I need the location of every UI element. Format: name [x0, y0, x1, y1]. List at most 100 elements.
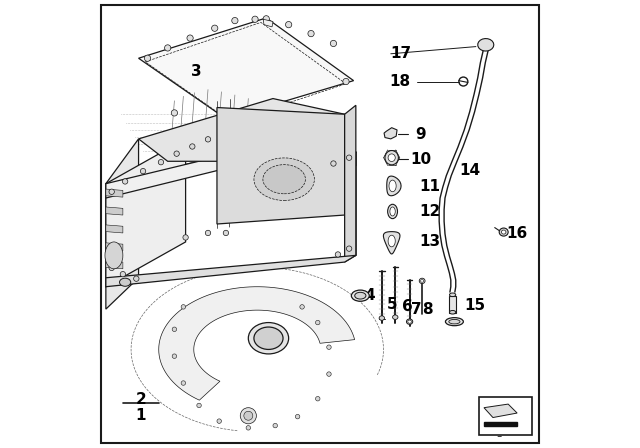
Polygon shape [106, 255, 356, 287]
Ellipse shape [120, 278, 131, 286]
Polygon shape [159, 287, 355, 400]
Ellipse shape [408, 320, 412, 323]
Text: 8: 8 [422, 302, 433, 317]
Polygon shape [139, 99, 345, 161]
Text: 18: 18 [389, 74, 410, 89]
Text: 13: 13 [419, 233, 440, 249]
Polygon shape [106, 207, 123, 215]
Polygon shape [449, 296, 456, 313]
Ellipse shape [388, 154, 396, 161]
Ellipse shape [351, 290, 369, 301]
Circle shape [197, 403, 202, 408]
Circle shape [273, 423, 278, 428]
Circle shape [109, 265, 115, 271]
Text: 2: 2 [136, 392, 146, 407]
Circle shape [212, 25, 218, 31]
Ellipse shape [449, 293, 456, 297]
Text: 17: 17 [390, 46, 412, 61]
Circle shape [174, 151, 179, 156]
Circle shape [164, 45, 171, 51]
Ellipse shape [248, 323, 289, 354]
Circle shape [246, 426, 251, 430]
Circle shape [316, 320, 320, 325]
Polygon shape [263, 19, 273, 27]
Ellipse shape [419, 278, 425, 284]
Ellipse shape [388, 204, 397, 219]
Circle shape [240, 408, 257, 424]
Polygon shape [384, 128, 397, 139]
Ellipse shape [392, 315, 398, 319]
Ellipse shape [420, 280, 424, 282]
Ellipse shape [355, 292, 366, 299]
Polygon shape [106, 139, 139, 309]
Circle shape [122, 179, 128, 184]
Circle shape [327, 372, 332, 376]
Ellipse shape [379, 316, 385, 320]
Text: 16: 16 [506, 226, 528, 241]
Circle shape [145, 55, 150, 61]
Ellipse shape [263, 165, 305, 194]
Circle shape [252, 16, 258, 22]
Text: 1: 1 [136, 408, 146, 423]
Ellipse shape [406, 319, 413, 324]
Circle shape [172, 327, 177, 332]
Text: 4: 4 [364, 288, 374, 303]
Polygon shape [484, 404, 517, 418]
Polygon shape [345, 105, 356, 262]
Text: 5: 5 [387, 297, 397, 312]
Polygon shape [106, 225, 123, 233]
Circle shape [187, 35, 193, 41]
Circle shape [316, 396, 320, 401]
Circle shape [205, 137, 211, 142]
Circle shape [217, 419, 221, 423]
Circle shape [183, 235, 188, 240]
Circle shape [232, 17, 238, 24]
Text: 15: 15 [464, 298, 485, 313]
Circle shape [308, 30, 314, 37]
Text: 7: 7 [411, 302, 422, 317]
Polygon shape [484, 422, 517, 426]
Polygon shape [106, 189, 123, 197]
Polygon shape [388, 235, 396, 247]
Circle shape [222, 115, 228, 121]
Text: 3: 3 [191, 64, 202, 79]
Polygon shape [106, 139, 186, 287]
Circle shape [331, 161, 336, 166]
Ellipse shape [390, 207, 396, 216]
Circle shape [181, 381, 186, 385]
Circle shape [244, 411, 253, 420]
Circle shape [140, 168, 146, 174]
Polygon shape [139, 18, 353, 119]
Ellipse shape [449, 319, 460, 324]
Circle shape [300, 305, 305, 309]
Circle shape [189, 144, 195, 149]
Ellipse shape [254, 158, 314, 201]
Text: 10: 10 [410, 151, 431, 167]
Circle shape [343, 78, 349, 85]
Polygon shape [106, 243, 123, 251]
Text: 9: 9 [415, 127, 426, 142]
Circle shape [296, 414, 300, 419]
Circle shape [346, 155, 352, 160]
Circle shape [205, 230, 211, 236]
Circle shape [327, 345, 332, 349]
Circle shape [223, 230, 228, 236]
Ellipse shape [499, 228, 508, 236]
Text: 14: 14 [460, 163, 481, 178]
Polygon shape [106, 143, 356, 198]
Ellipse shape [449, 310, 456, 314]
Polygon shape [478, 39, 494, 51]
Ellipse shape [502, 230, 506, 234]
Circle shape [181, 305, 186, 309]
Circle shape [330, 40, 337, 47]
Ellipse shape [254, 327, 283, 349]
Ellipse shape [445, 318, 463, 326]
Circle shape [134, 276, 139, 281]
Polygon shape [387, 176, 401, 196]
Ellipse shape [385, 151, 398, 165]
Circle shape [285, 22, 292, 28]
Circle shape [120, 271, 125, 277]
Circle shape [158, 159, 164, 165]
Ellipse shape [105, 242, 123, 269]
Polygon shape [389, 180, 396, 192]
